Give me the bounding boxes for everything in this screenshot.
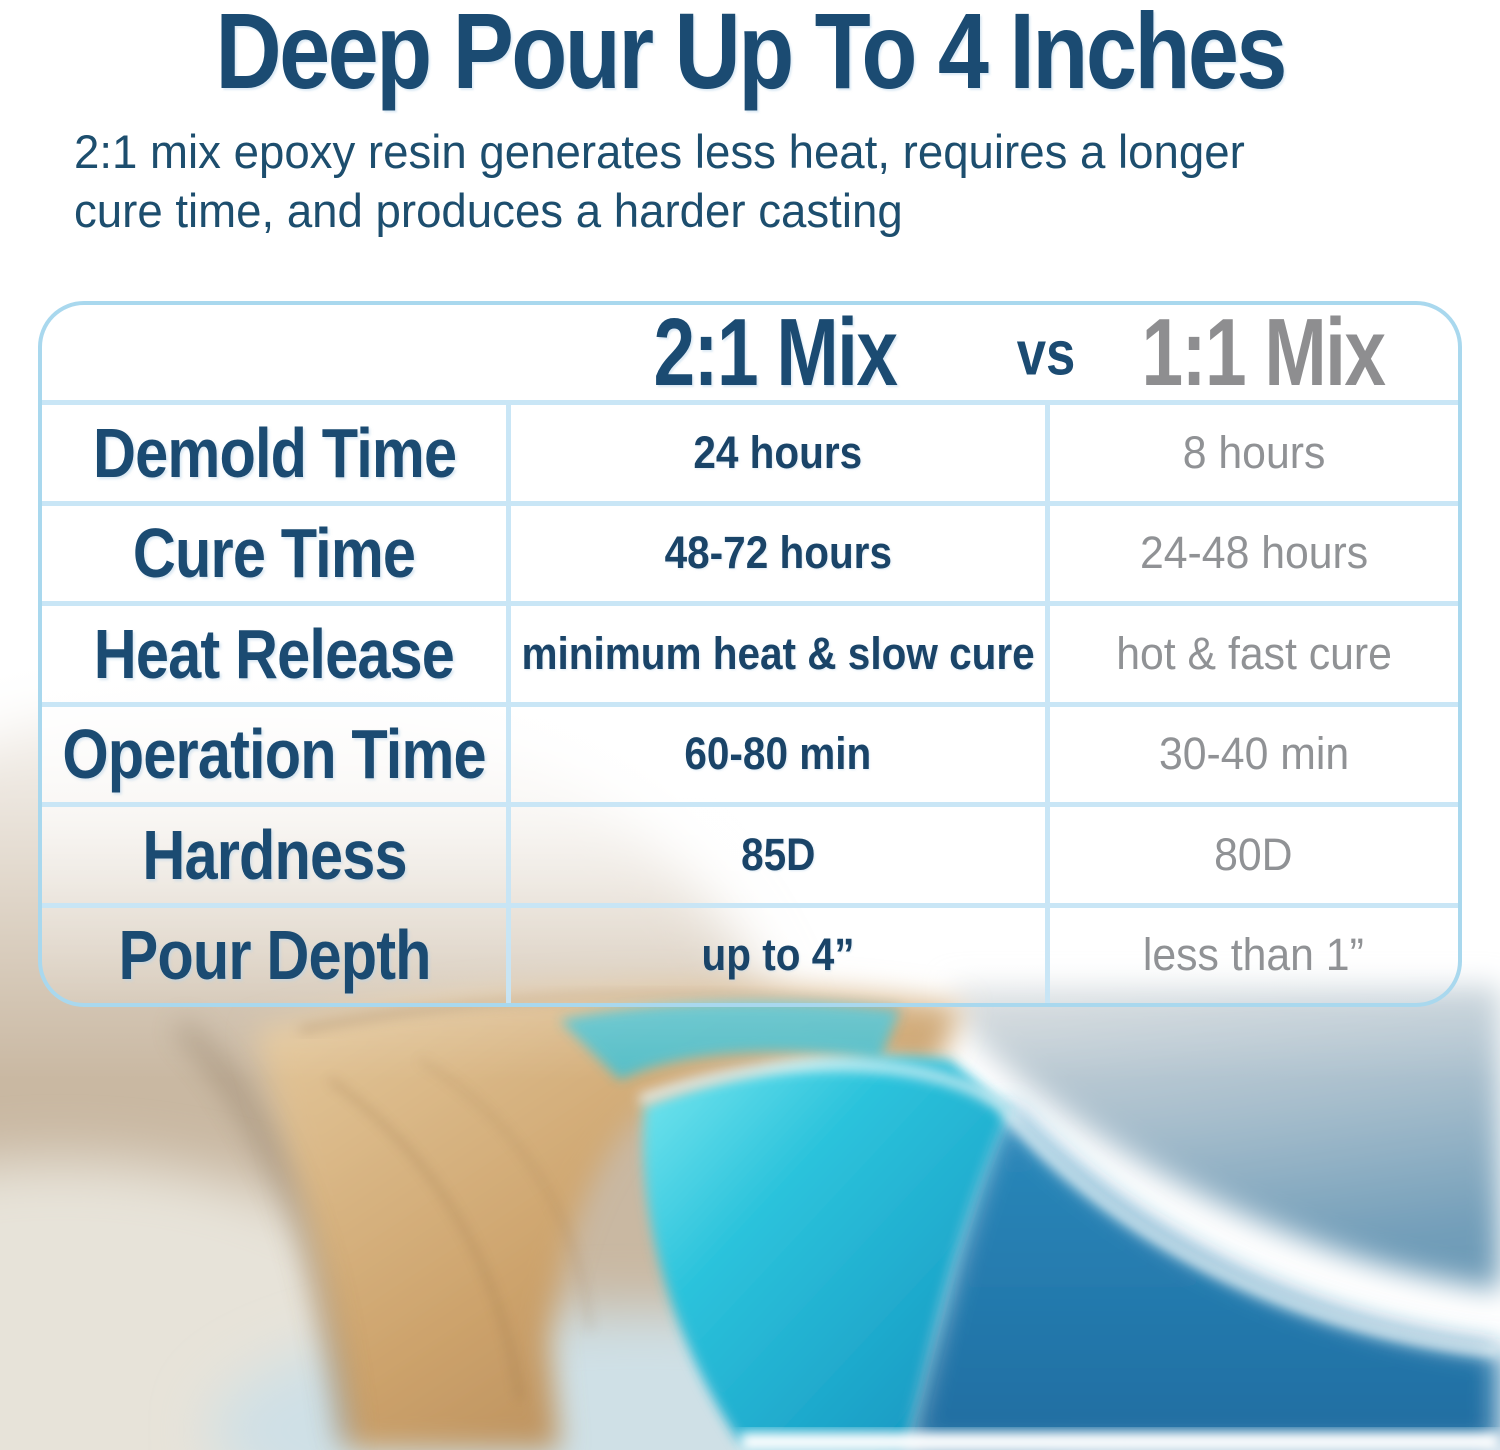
- row-0-value-2-1-mix-text: 24 hours: [693, 426, 863, 478]
- page-title: Deep Pour Up To 4 Inches: [0, 0, 1500, 113]
- row-3-value-2-1-mix: 60-80 min: [506, 701, 1045, 802]
- header-2-1-mix: 2:1 Mix: [654, 301, 898, 406]
- row-4-label: Hardness: [42, 802, 507, 903]
- row-0-label: Demold Time: [42, 400, 507, 501]
- row-0-label-text: Demold Time: [92, 413, 457, 492]
- row-4-value-1-1-mix-text: 80D: [1214, 828, 1293, 880]
- row-4-value-2-1-mix-text: 85D: [740, 828, 816, 880]
- row-5-value-2-1-mix-text: up to 4”: [701, 929, 855, 981]
- row-5-label-text: Pour Depth: [118, 916, 431, 995]
- row-1-label-text: Cure Time: [133, 514, 416, 593]
- row-1-value-2-1-mix-text: 48-72 hours: [664, 527, 892, 579]
- row-5-label: Pour Depth: [42, 902, 507, 1004]
- row-5-value-1-1-mix-text: less than 1”: [1143, 929, 1365, 981]
- subtitle-line-2: cure time, and produces a harder casting: [74, 184, 903, 237]
- row-3-value-1-1-mix-text: 30-40 min: [1158, 728, 1349, 780]
- row-2-value-2-1-mix-text: minimum heat & slow cure: [521, 627, 1035, 679]
- row-1-value-1-1-mix: 24-48 hours: [1044, 500, 1458, 601]
- row-4-label-text: Hardness: [142, 815, 407, 894]
- row-3-label: Operation Time: [42, 701, 507, 803]
- row-2-value-2-1-mix: minimum heat & slow cure: [506, 601, 1045, 702]
- row-2-label: Heat Release: [42, 601, 507, 702]
- subtitle-line-1: 2:1 mix epoxy resin generates less heat,…: [74, 125, 1245, 178]
- row-2-label-text: Heat Release: [94, 614, 455, 693]
- row-3-label-text: Operation Time: [62, 715, 487, 794]
- header-vs: vs: [1016, 319, 1076, 389]
- header-1-1-mix: 1:1 Mix: [1141, 301, 1385, 406]
- table-header: 2:1 Mix vs 1:1 Mix: [42, 305, 1458, 406]
- row-5-value-1-1-mix: less than 1”: [1044, 902, 1458, 1003]
- row-0-value-1-1-mix-text: 8 hours: [1182, 426, 1326, 478]
- row-4-value-2-1-mix: 85D: [506, 802, 1045, 903]
- row-5-value-2-1-mix: up to 4”: [506, 902, 1045, 1003]
- row-1-label: Cure Time: [42, 500, 507, 602]
- row-4-value-1-1-mix: 80D: [1044, 802, 1458, 903]
- row-3-value-2-1-mix-text: 60-80 min: [684, 728, 872, 780]
- row-0-value-1-1-mix: 8 hours: [1044, 400, 1458, 501]
- page-title-text: Deep Pour Up To 4 Inches: [215, 0, 1287, 111]
- row-1-value-1-1-mix-text: 24-48 hours: [1139, 527, 1368, 579]
- row-1-value-2-1-mix: 48-72 hours: [506, 500, 1045, 601]
- row-0-value-2-1-mix: 24 hours: [506, 400, 1045, 501]
- page-subtitle: 2:1 mix epoxy resin generates less heat,…: [74, 122, 1281, 240]
- comparison-table: 2:1 Mix vs 1:1 Mix Demold Time 24 hours 8 …: [38, 301, 1462, 1007]
- row-2-value-1-1-mix: hot & fast cure: [1044, 601, 1458, 702]
- row-2-value-1-1-mix-text: hot & fast cure: [1115, 627, 1392, 679]
- row-3-value-1-1-mix: 30-40 min: [1044, 701, 1458, 802]
